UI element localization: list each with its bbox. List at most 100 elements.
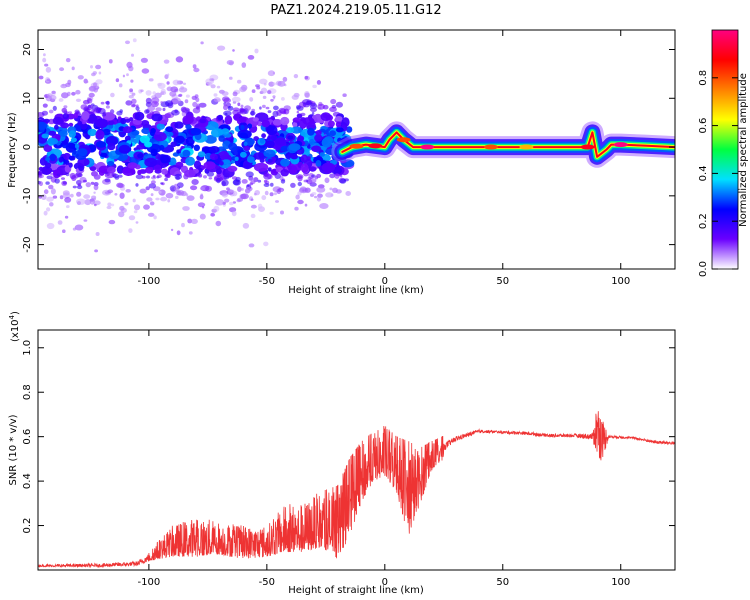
noise-blob <box>39 181 43 187</box>
noise-blob <box>286 127 295 134</box>
noise-blob <box>263 183 270 187</box>
noise-blob <box>151 180 156 185</box>
noise-blob <box>172 79 180 86</box>
spectrogram-xtick-label: -50 <box>259 276 275 287</box>
noise-blob <box>241 179 248 184</box>
noise-blob <box>199 118 207 124</box>
noise-blob <box>68 111 72 114</box>
noise-blob <box>41 133 49 139</box>
noise-blob <box>45 162 52 169</box>
noise-blob <box>334 116 343 122</box>
noise-blob <box>228 142 238 151</box>
noise-blob <box>232 91 238 97</box>
noise-blob <box>269 211 274 215</box>
noise-blob <box>185 94 190 98</box>
noise-blob <box>171 109 180 116</box>
noise-blob <box>302 99 312 105</box>
noise-blob <box>209 78 215 82</box>
noise-blob <box>315 160 322 167</box>
noise-blob <box>93 184 99 191</box>
noise-blob <box>216 177 221 184</box>
noise-blob <box>104 172 115 179</box>
noise-blob <box>342 93 347 97</box>
noise-blob <box>92 71 98 75</box>
noise-blob <box>132 198 136 203</box>
noise-blob <box>250 110 256 116</box>
spectrogram-xtick-label: -100 <box>138 276 161 287</box>
noise-blob <box>303 179 308 183</box>
noise-blob <box>71 66 75 71</box>
carrier-peak <box>368 143 383 149</box>
noise-blob <box>59 67 65 72</box>
noise-blob <box>155 107 162 112</box>
noise-blob <box>61 177 65 180</box>
colorbar-label: Normalized spectral amplitude <box>738 73 749 227</box>
noise-blob <box>198 102 207 108</box>
noise-blob <box>199 194 204 200</box>
noise-blob <box>215 168 222 175</box>
noise-blob <box>150 148 158 157</box>
snr-frame <box>37 329 676 571</box>
noise-blob <box>229 201 234 206</box>
noise-blob <box>316 80 321 85</box>
noise-blob <box>196 173 203 177</box>
noise-blob <box>48 130 57 136</box>
noise-blob <box>260 87 268 94</box>
noise-blob <box>239 108 247 115</box>
noise-blob <box>95 129 105 140</box>
noise-blob <box>319 203 329 209</box>
noise-blob <box>316 196 321 202</box>
noise-blob <box>120 117 127 125</box>
noise-blob <box>85 80 89 84</box>
noise-blob <box>43 210 48 216</box>
noise-blob <box>256 86 261 90</box>
noise-blob <box>262 104 266 108</box>
noise-blob <box>176 182 184 189</box>
noise-blob <box>290 182 296 188</box>
snr-ticks: -100 -50 0 50 100 0.2 0.4 0.6 0.8 1.0 <box>22 330 675 588</box>
noise-blob <box>213 205 220 212</box>
noise-blob <box>246 186 252 193</box>
noise-blob <box>226 60 235 65</box>
noise-blob <box>119 192 125 199</box>
noise-blob <box>38 75 44 80</box>
noise-blob <box>266 125 278 136</box>
noise-blob <box>314 195 318 199</box>
noise-blob <box>95 79 103 85</box>
noise-blob <box>165 131 174 137</box>
snr-xtick-label: 100 <box>611 577 630 588</box>
noise-blob <box>309 166 317 172</box>
noise-blob <box>191 179 199 185</box>
noise-blob <box>87 104 93 111</box>
noise-blob <box>105 105 110 109</box>
noise-blob <box>145 97 152 104</box>
noise-blob <box>161 168 168 175</box>
noise-blob <box>106 166 116 174</box>
noise-blob <box>287 165 292 170</box>
noise-blob <box>48 109 54 114</box>
snr-xlabel: Height of straight line (km) <box>288 585 424 596</box>
noise-blob <box>95 141 107 148</box>
noise-blob <box>182 206 190 211</box>
spectrogram-ytick-label: 10 <box>22 92 33 105</box>
noise-blob <box>224 115 233 125</box>
noise-blob <box>321 162 336 173</box>
noise-blob <box>252 117 259 122</box>
noise-blob <box>249 97 254 102</box>
noise-blob <box>240 124 245 130</box>
noise-blob <box>44 63 49 67</box>
colorbar-gradient <box>711 29 739 270</box>
noise-blob <box>139 135 150 144</box>
noise-blob <box>133 210 138 214</box>
noise-blob <box>146 197 153 202</box>
noise-blob <box>46 196 54 202</box>
noise-blob <box>174 186 180 192</box>
noise-blob <box>211 128 223 138</box>
noise-blob <box>160 101 164 104</box>
snr-xtick-label: 50 <box>496 577 509 588</box>
noise-blob <box>267 158 273 163</box>
noise-blob <box>318 107 322 110</box>
noise-blob <box>334 173 340 179</box>
noise-blob <box>231 210 237 217</box>
